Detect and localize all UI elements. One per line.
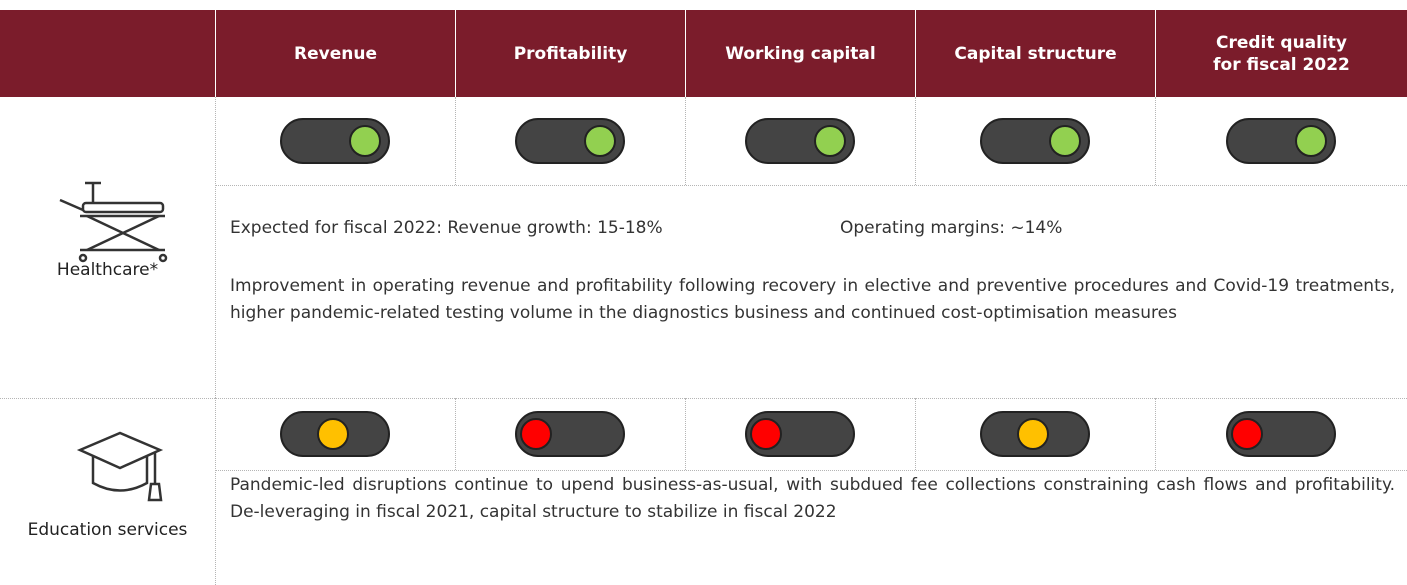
toggle-knob bbox=[584, 125, 616, 157]
toggle bbox=[745, 118, 855, 164]
toggle-knob bbox=[1295, 125, 1327, 157]
column-header: Revenue bbox=[215, 10, 455, 97]
column-divider bbox=[215, 97, 216, 398]
column-divider bbox=[915, 398, 916, 470]
column-divider bbox=[455, 97, 456, 185]
toggle-knob bbox=[1017, 418, 1049, 450]
toggle-knob bbox=[317, 418, 349, 450]
expected-text: Expected for fiscal 2022: Revenue growth… bbox=[230, 218, 663, 238]
toggle bbox=[745, 411, 855, 457]
toggle-knob bbox=[1049, 125, 1081, 157]
row-label: Healthcare* bbox=[56, 260, 159, 280]
description: Improvement in operating revenue and pro… bbox=[230, 276, 1395, 323]
toggle-knob bbox=[750, 418, 782, 450]
toggle bbox=[280, 118, 390, 164]
column-divider bbox=[685, 97, 686, 185]
column-divider bbox=[1155, 97, 1156, 185]
toggle bbox=[1226, 411, 1336, 457]
toggle bbox=[515, 118, 625, 164]
column-header: Capital structure bbox=[915, 10, 1155, 97]
column-divider bbox=[455, 398, 456, 470]
education-icon bbox=[76, 431, 164, 502]
toggle-knob bbox=[1231, 418, 1263, 450]
healthcare-icon bbox=[59, 181, 168, 263]
toggle-knob bbox=[520, 418, 552, 450]
toggle bbox=[1226, 118, 1336, 164]
column-divider bbox=[1155, 398, 1156, 470]
column-divider bbox=[915, 97, 916, 185]
cell-divider bbox=[215, 185, 1407, 186]
toggle bbox=[980, 411, 1090, 457]
description: Pandemic-led disruptions continue to upe… bbox=[230, 475, 1395, 522]
toggle-knob bbox=[349, 125, 381, 157]
column-divider bbox=[685, 398, 686, 470]
column-header: Profitability bbox=[455, 10, 685, 97]
toggle bbox=[280, 411, 390, 457]
column-header: Working capital bbox=[685, 10, 915, 97]
toggle-knob bbox=[814, 125, 846, 157]
header-bar bbox=[0, 10, 1407, 97]
toggle bbox=[980, 118, 1090, 164]
cell-divider bbox=[215, 470, 1407, 471]
row-label: Education services bbox=[27, 520, 188, 540]
toggle bbox=[515, 411, 625, 457]
column-header: Credit quality for fiscal 2022 bbox=[1155, 10, 1407, 97]
column-divider bbox=[215, 398, 216, 585]
expected-text: Operating margins: ~14% bbox=[840, 218, 1063, 238]
row-divider bbox=[0, 398, 1407, 399]
